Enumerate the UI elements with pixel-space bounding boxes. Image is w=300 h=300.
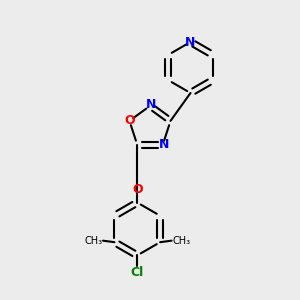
Text: Cl: Cl (131, 266, 144, 279)
Text: O: O (124, 114, 135, 127)
Text: N: N (185, 35, 196, 49)
Text: O: O (132, 184, 142, 196)
Text: N: N (146, 98, 157, 111)
Text: CH₃: CH₃ (84, 236, 102, 246)
Text: N: N (159, 139, 169, 152)
Text: CH₃: CH₃ (172, 236, 190, 246)
